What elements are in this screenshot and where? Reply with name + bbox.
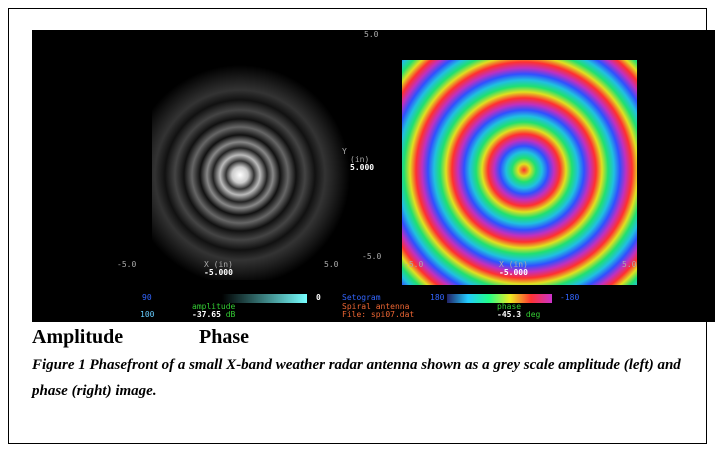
label: Setogram (342, 293, 381, 302)
label: -45.3 deg (497, 310, 540, 319)
label: -180 (560, 293, 579, 302)
label: -5.000 (204, 268, 233, 277)
label: 100 (140, 310, 154, 319)
label: -5.0 (362, 252, 381, 261)
caption: Figure 1 Phasefront of a small X-band we… (32, 352, 712, 404)
label: 90 (142, 293, 152, 302)
label: 5.0 (324, 260, 338, 269)
panel-title: Phase (199, 326, 249, 349)
label: File: spi07.dat (342, 310, 414, 319)
label: 5.000 (350, 163, 374, 172)
label: 5.0 (364, 30, 378, 39)
label: -5.0 (404, 260, 423, 269)
label: -5.000 (499, 268, 528, 277)
value: -37.65 (192, 310, 221, 319)
amplitude-image (152, 60, 382, 280)
value: -45.3 (497, 310, 521, 319)
unit: dB (226, 310, 236, 319)
page: 5.0 -5.0 -5.0 X (in) -5.000 5.0 -5.0 X (… (0, 0, 715, 452)
label: Y (342, 147, 347, 156)
label: -5.0 (117, 260, 136, 269)
label: 5.0 (622, 260, 636, 269)
radar-image: 5.0 -5.0 -5.0 X (in) -5.000 5.0 -5.0 X (… (32, 30, 715, 322)
label: 0 (316, 293, 321, 302)
label: 180 (430, 293, 444, 302)
unit: deg (526, 310, 540, 319)
phase-image (402, 60, 637, 285)
label: -37.65 dB (192, 310, 235, 319)
panel-title: Amplitude (32, 326, 199, 349)
